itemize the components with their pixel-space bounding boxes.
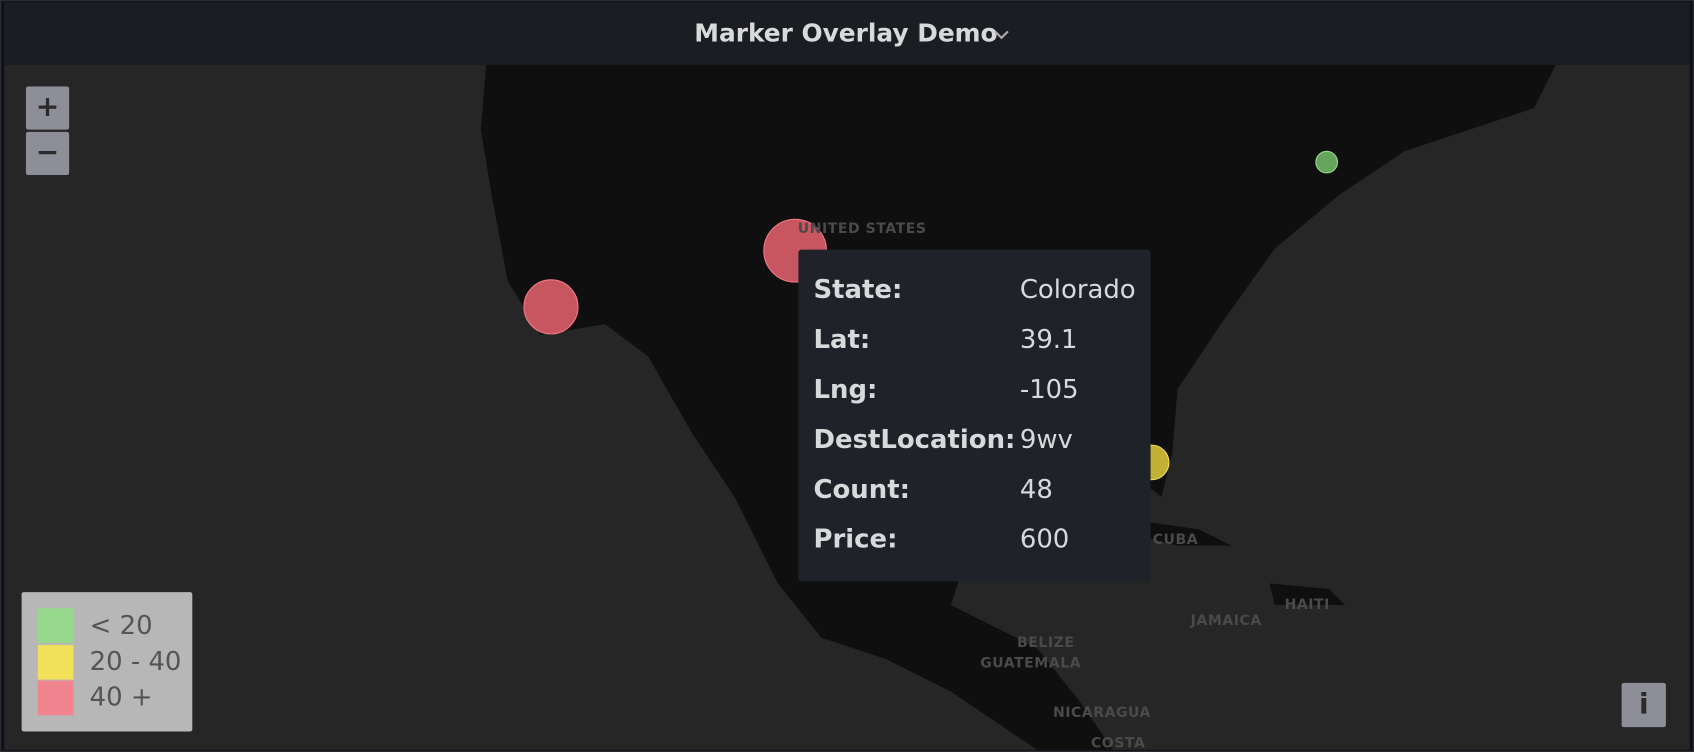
tooltip-label: Lat: [814, 325, 871, 355]
tooltip-label: Price: [814, 525, 898, 555]
tooltip-label: Lng: [814, 375, 878, 405]
zoom-out-label[interactable]: − [36, 135, 60, 168]
tooltip-rows: State: Colorado Lat: 39.1 Lng: -105DestLocati… [814, 275, 1136, 555]
title-chevron[interactable] [994, 30, 1009, 40]
hispaniola [1269, 583, 1346, 606]
tooltip-value: Colorado [1020, 275, 1136, 305]
info-button-label[interactable]: i [1639, 688, 1649, 721]
marker[interactable] [523, 279, 579, 335]
tooltip-label: Count: [814, 475, 910, 505]
info-button[interactable] [1621, 682, 1666, 728]
map-label: JAMAICA [1190, 613, 1262, 629]
gulf-california [632, 378, 719, 541]
map-label: HAITI [1285, 597, 1330, 613]
legend-label: < 20 [90, 611, 153, 641]
tooltip-value: 9wv [1020, 425, 1073, 455]
tooltip-value: 600 [1020, 525, 1069, 555]
legend-swatch [37, 680, 74, 716]
legend-label: 40 + [90, 682, 153, 712]
legend-label: 20 - 40 [90, 647, 182, 677]
map-label: UNITED STATES [798, 221, 927, 237]
map-label: BELIZE [1017, 635, 1074, 651]
tooltip-label: DestLocation: [814, 425, 1016, 455]
legend-swatch [37, 608, 74, 643]
tooltip: State: Colorado Lat: 39.1 Lng: -105DestLocati… [798, 249, 1151, 582]
zoom-in[interactable] [25, 86, 70, 130]
map-labels: UNITED STATES CUBA HAITI JAMAICA BELIZE … [798, 221, 1330, 751]
tooltip-value: -105 [1020, 375, 1079, 405]
tooltip-label: State: [814, 275, 903, 305]
zoom-out[interactable] [25, 131, 70, 176]
marker[interactable] [1315, 150, 1339, 174]
map-label: COSTA [1091, 735, 1145, 751]
tooltip-value: 39.1 [1020, 325, 1078, 355]
legend: < 20 20 - 40 40 + [21, 592, 193, 732]
map-label: GUATEMALA [980, 655, 1081, 671]
tooltip-bg [798, 249, 1151, 582]
panel-title[interactable]: Marker Overlay Demo [694, 19, 997, 48]
tooltip-value: 48 [1020, 475, 1053, 505]
map-label: CUBA [1153, 532, 1198, 548]
header [4, 2, 1690, 65]
map-label: NICARAGUA [1053, 705, 1151, 721]
legend-swatch [37, 645, 74, 680]
zoom-in-label[interactable]: + [36, 90, 60, 123]
